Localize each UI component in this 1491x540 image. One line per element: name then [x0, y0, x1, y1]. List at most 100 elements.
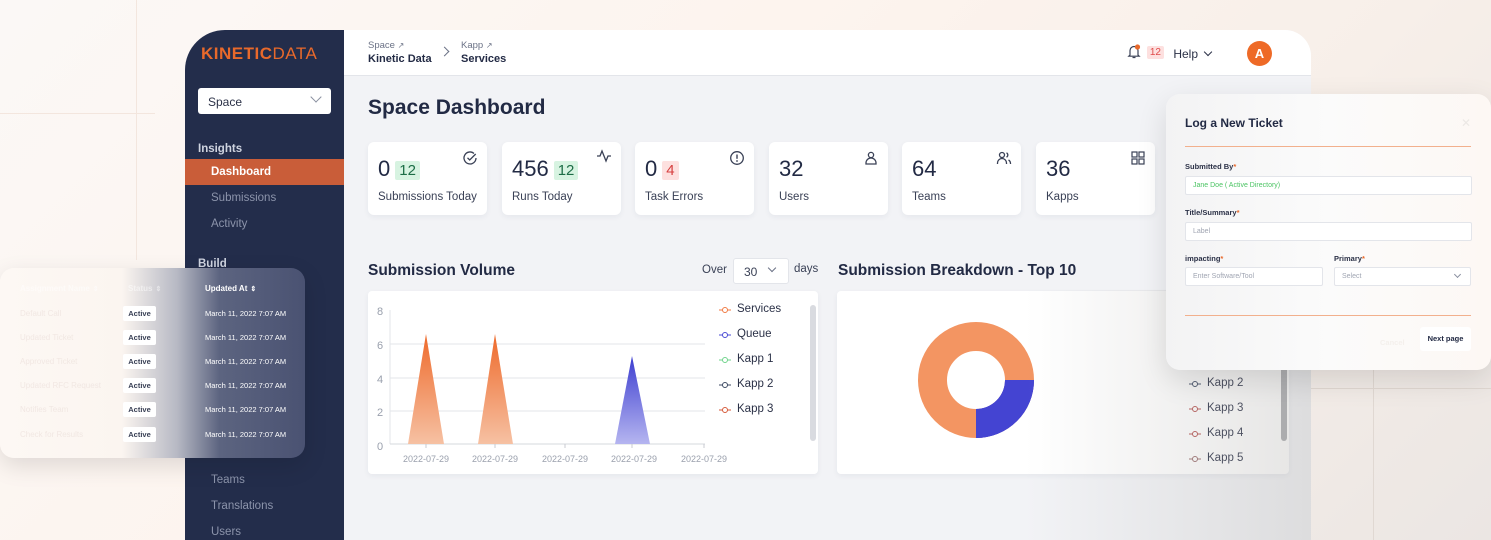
primary-select[interactable]: Select	[1334, 267, 1471, 286]
status-badge: Active	[123, 402, 156, 417]
sidebar-item-teams[interactable]: Teams	[211, 474, 245, 486]
background-grid-line	[1311, 388, 1491, 389]
area-chart: 8 6 4 2 0 2022-07-29 2022-07-29 2022-07-29 2…	[377, 306, 727, 464]
stat-card-runs-today[interactable]: 456 12 Runs Today	[502, 142, 621, 215]
legend-scrollbar[interactable]	[1281, 305, 1287, 441]
legend-scrollbar[interactable]	[810, 305, 816, 441]
chevron-down-icon	[1453, 270, 1462, 279]
legend-item-kapp-5[interactable]: Kapp 5	[1189, 452, 1244, 464]
background-grid-line	[136, 0, 137, 260]
column-header-status[interactable]: Status ⇕	[128, 284, 161, 293]
stat-value: 0	[378, 156, 391, 181]
submission-volume-chart: 8 6 4 2 0 2022-07-29 2022-07-29 2022-07-29 2…	[368, 291, 818, 474]
sidebar-item-activity[interactable]: Activity	[211, 218, 248, 230]
days-label: days	[794, 263, 819, 275]
primary-label: Primary*	[1334, 254, 1365, 263]
stat-card-users[interactable]: 32 Users	[769, 142, 888, 215]
table-row-date: March 11, 2022 7:07 AM	[205, 381, 287, 390]
chevron-down-icon	[767, 263, 777, 273]
x-tick-label: 2022-07-29	[611, 454, 657, 464]
x-tick-label: 2022-07-29	[542, 454, 588, 464]
submitted-by-label: Submitted By*	[1185, 162, 1236, 171]
stat-value: 32	[779, 156, 804, 181]
check-circle-icon	[463, 151, 477, 165]
stat-card-kapps[interactable]: 36 Kapps	[1036, 142, 1155, 215]
stat-card-submissions-today[interactable]: 0 12 Submissions Today	[368, 142, 487, 215]
legend-item-kapp-3[interactable]: Kapp 3	[719, 403, 774, 415]
grid-icon	[1131, 151, 1145, 165]
chevron-down-icon	[310, 91, 322, 103]
legend-label: Kapp 3	[737, 403, 774, 415]
background-grid-line	[0, 113, 155, 114]
table-row-date: March 11, 2022 7:07 AM	[205, 430, 287, 439]
cancel-button[interactable]: Cancel	[1380, 338, 1405, 347]
legend-label: Kapp 3	[1207, 402, 1244, 414]
stat-badge: 4	[662, 161, 679, 180]
impacting-input[interactable]: Enter Software/Tool	[1185, 267, 1323, 286]
bell-icon[interactable]	[1127, 44, 1141, 59]
sidebar-item-dashboard[interactable]: Dashboard	[185, 159, 344, 185]
legend-item-kapp-2[interactable]: Kapp 2	[1189, 377, 1243, 389]
title-summary-input[interactable]: Label	[1185, 222, 1472, 241]
help-menu[interactable]: Help	[1173, 47, 1213, 61]
logo-light: DATA	[272, 44, 318, 63]
chevron-down-icon	[1203, 47, 1213, 57]
space-select[interactable]: Space	[198, 88, 331, 114]
next-page-button[interactable]: Next page	[1420, 327, 1471, 351]
legend-item-kapp-2[interactable]: Kapp 2	[719, 378, 773, 390]
x-tick-label: 2022-07-29	[472, 454, 518, 464]
legend-marker-icon	[719, 307, 731, 313]
breadcrumb-kapp[interactable]: Kapp ↗ Services	[461, 40, 506, 65]
legend-item-kapp-3[interactable]: Kapp 3	[1189, 402, 1244, 414]
sidebar-item-users[interactable]: Users	[211, 526, 242, 538]
breadcrumb-value: Services	[461, 53, 507, 65]
breadcrumb-space[interactable]: Space ↗ Kinetic Data	[368, 40, 432, 65]
svg-text:6: 6	[377, 340, 383, 352]
stat-card-teams[interactable]: 64 Teams	[902, 142, 1021, 215]
stat-label: Kapps	[1046, 191, 1079, 203]
submission-breakdown-chart: Kapp 2 Kapp 3 Kapp 4 Kapp 5	[837, 291, 1289, 474]
required-marker: *	[1361, 254, 1365, 263]
legend-label: Queue	[737, 328, 772, 340]
legend-marker-icon	[1189, 381, 1201, 387]
legend-label: Kapp 5	[1207, 452, 1244, 464]
submitted-by-field[interactable]: Jane Doe ( Active Directory)	[1185, 176, 1472, 195]
stat-value: 456	[512, 156, 549, 181]
breadcrumb-label: Space	[368, 40, 395, 51]
legend-item-services[interactable]: Services	[719, 303, 781, 315]
sidebar-item-submissions[interactable]: Submissions	[211, 192, 277, 204]
stat-label: Teams	[912, 191, 946, 203]
breadcrumb-value: Kinetic Data	[368, 53, 432, 65]
svg-text:0: 0	[377, 441, 383, 453]
alert-circle-icon	[730, 151, 744, 165]
column-header-name[interactable]: Assignment Name ⇕	[20, 284, 99, 293]
table-row-name: Approved Ticket	[20, 357, 78, 366]
donut-chart	[918, 322, 1034, 438]
svg-text:2: 2	[377, 407, 383, 419]
close-icon[interactable]: ✕	[1460, 116, 1471, 130]
legend-label: Kapp 4	[1207, 427, 1244, 439]
sort-icon: ⇕	[155, 286, 162, 293]
days-select[interactable]: 30	[733, 258, 789, 284]
column-header-updated-at[interactable]: Updated At ⇕	[205, 284, 256, 293]
workflow-table-panel: Assignment Name ⇕ Status ⇕ Updated At ⇕ Def…	[0, 268, 305, 458]
stat-value: 0	[645, 156, 658, 181]
x-tick-label: 2022-07-29	[403, 454, 449, 464]
legend-item-queue[interactable]: Queue	[719, 328, 772, 340]
legend-item-kapp-1[interactable]: Kapp 1	[719, 353, 773, 365]
table-row-date: March 11, 2022 7:07 AM	[205, 357, 287, 366]
avatar[interactable]: A	[1247, 41, 1272, 66]
logo: KINETICDATA	[201, 44, 317, 64]
log-ticket-modal: Log a New Ticket ✕ Submitted By* Jane Do…	[1166, 94, 1491, 370]
sidebar-item-translations[interactable]: Translations	[211, 500, 274, 512]
divider	[1185, 146, 1471, 147]
stat-badge: 12	[553, 161, 579, 180]
over-label: Over	[702, 264, 727, 276]
field-label-text: Title/Summary	[1185, 208, 1237, 217]
column-header-label: Updated At	[205, 284, 248, 293]
legend-item-kapp-4[interactable]: Kapp 4	[1189, 427, 1244, 439]
submission-volume-title: Submission Volume	[368, 262, 515, 279]
legend-marker-icon	[719, 332, 731, 338]
stat-label: Task Errors	[645, 191, 704, 203]
